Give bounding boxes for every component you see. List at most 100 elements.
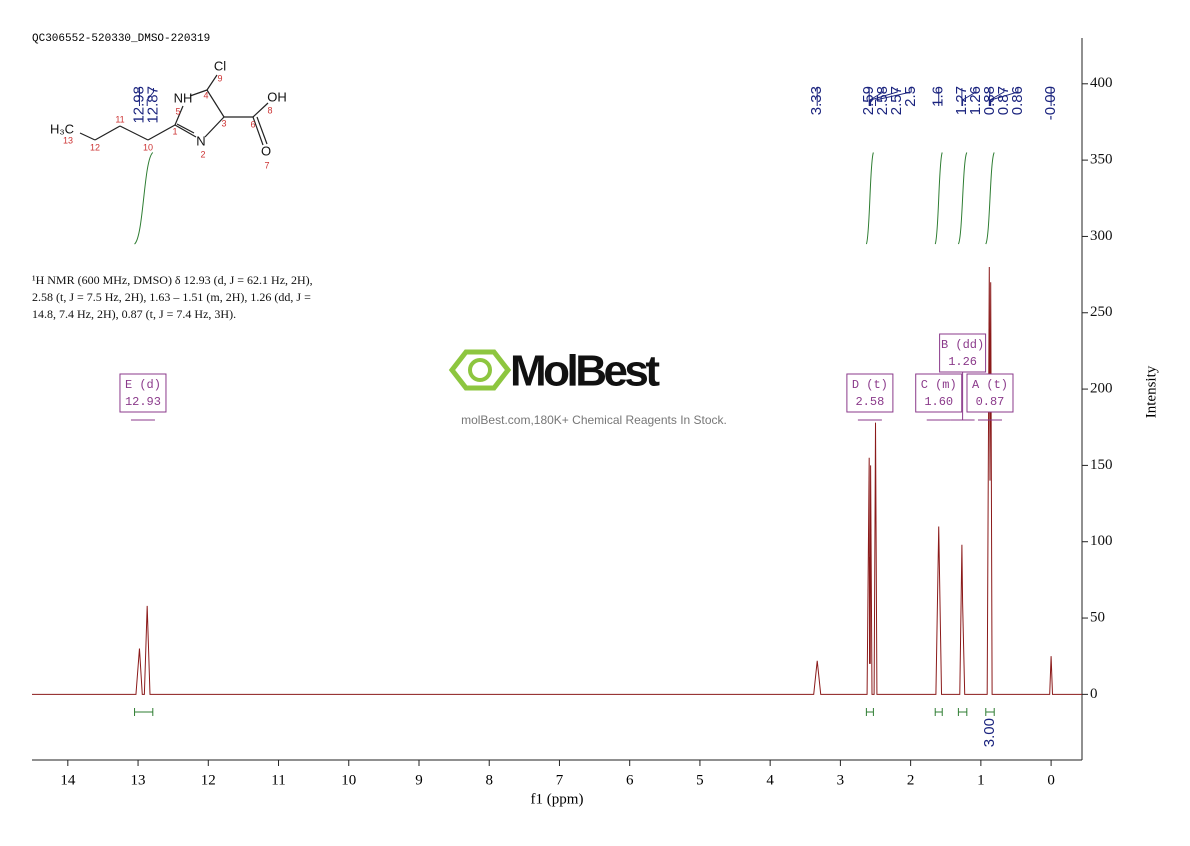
x-tick-label: 11 [271, 772, 285, 788]
peak-label: 2.5 [902, 86, 919, 107]
atom-index: 5 [175, 106, 180, 116]
atom-index: 11 [115, 114, 124, 124]
atom-index: 12 [90, 142, 100, 152]
peak-label: -0.00 [1042, 86, 1059, 120]
x-tick-label: 7 [556, 772, 564, 788]
atom: Cl [214, 58, 226, 73]
peak-label: 0.88 [981, 86, 998, 115]
peak-connector [989, 88, 1005, 106]
x-tick-label: 6 [626, 772, 634, 788]
watermark: MolBest molBest.com,180K+ Chemical Reage… [448, 347, 727, 427]
multiplet-shift: 12.93 [125, 395, 161, 409]
peak-connector [870, 88, 898, 106]
structure-bonds [79, 74, 269, 146]
brand: MolBest [510, 347, 660, 396]
atom-index: 6 [250, 119, 255, 129]
integral-curve [934, 152, 943, 245]
x-axis-label: f1 (ppm) [531, 791, 584, 807]
logo [468, 358, 492, 382]
peak-connector [869, 88, 884, 106]
y-tick-label: 200 [1090, 381, 1113, 397]
structure-atoms: Cl 9 NH 5 4 OH 8 H₃C 13 12 11 10 1 3 6 N… [50, 58, 287, 170]
peak-label: 3.33 [808, 86, 825, 115]
multiplet-shift: 0.87 [976, 395, 1005, 409]
x-tick-label: 1 [977, 772, 985, 788]
atom-index: 9 [217, 73, 222, 83]
x-tick-label: 0 [1047, 772, 1055, 788]
y-tick-label: 300 [1090, 228, 1113, 244]
integral-curve [957, 152, 968, 245]
multiplet-box [846, 373, 894, 413]
multiplet-shift: 1.26 [948, 355, 977, 369]
multiplet-box [915, 373, 963, 413]
spectrum-line [32, 266, 1082, 695]
sample-id: QC306552-520330_DMSO-220319 [32, 33, 210, 45]
peak-label: 2.59 [860, 86, 877, 115]
x-tick-label: 8 [485, 772, 493, 788]
y-tick-label: 100 [1090, 533, 1113, 549]
atom-index: 2 [200, 149, 205, 159]
x-tick-label: 5 [696, 772, 704, 788]
multiplet-label: C (m) [921, 378, 957, 392]
peak-connector [990, 88, 1019, 106]
multiplet-box [119, 373, 167, 413]
y-tick-label: 150 [1090, 457, 1113, 473]
tagline: molBest.com,180K+ Chemical Reagents In S… [461, 413, 727, 427]
atom-index: 7 [264, 160, 269, 170]
atom: NH [174, 90, 193, 105]
multiplet-label: D (t) [852, 378, 888, 392]
peak-label: 1.27 [953, 86, 970, 115]
multiplet-label: E (d) [125, 378, 161, 392]
x-tick-label: 3 [837, 772, 845, 788]
y-tick-label: 400 [1090, 75, 1113, 91]
atom-index: 3 [221, 118, 226, 128]
description-line: ¹H NMR (600 MHz, DMSO) δ 12.93 (d, J = 6… [32, 273, 313, 287]
peak-label: 2.58 [874, 86, 891, 115]
atom: O [261, 143, 271, 158]
peak-connector [988, 88, 991, 106]
peak-label: 2.57 [888, 86, 905, 115]
y-tick-label: 0 [1090, 686, 1098, 702]
peak-label: 0.86 [1009, 86, 1026, 115]
peak-connector [875, 88, 912, 106]
x-tick-label: 13 [131, 772, 146, 788]
atom-index: 1 [172, 126, 177, 136]
peak-label: 12.98 [130, 86, 147, 124]
peak-label: 1.6 [930, 86, 947, 107]
logo [448, 349, 512, 391]
atom: OH [267, 89, 287, 104]
y-axis-label: Intensity [1143, 365, 1159, 418]
description-line: 2.58 (t, J = 7.5 Hz, 2H), 1.63 – 1.51 (m… [32, 290, 311, 304]
peak-label: 1.26 [967, 86, 984, 115]
x-tick-label: 9 [415, 772, 423, 788]
atom: N [196, 133, 205, 148]
integral-label: 3.00 [981, 718, 998, 747]
peak-connector [146, 88, 154, 106]
peak-connector [962, 88, 977, 106]
peak-label: 12.87 [144, 86, 161, 124]
multiplet-shift: 2.58 [855, 395, 884, 409]
y-tick-label: 50 [1090, 609, 1105, 625]
atom-index: 10 [143, 142, 153, 152]
multiplet-label: A (t) [972, 378, 1008, 392]
y-tick-label: 350 [1090, 152, 1113, 168]
integral-curve [865, 152, 874, 245]
integral-curve [134, 152, 154, 245]
description-line: 14.8, 7.4 Hz, 2H), 0.87 (t, J = 7.4 Hz, … [32, 307, 236, 321]
x-tick-label: 12 [201, 772, 216, 788]
multiplet-shift: 1.60 [924, 395, 953, 409]
multiplet-box [966, 373, 1014, 413]
peak-label: 0.87 [995, 86, 1012, 115]
integral-curve [985, 152, 995, 245]
x-tick-label: 14 [60, 772, 76, 788]
x-tick-label: 4 [766, 772, 774, 788]
multiplet-label: B (dd) [941, 338, 984, 352]
x-tick-label: 10 [341, 772, 356, 788]
description: ¹H NMR (600 MHz, DMSO) δ 12.93 (d, J = 6… [32, 273, 313, 321]
x-tick-label: 2 [907, 772, 915, 788]
atom: H₃C [50, 121, 74, 136]
atom-index: 4 [203, 90, 208, 100]
y-tick-label: 250 [1090, 304, 1113, 320]
